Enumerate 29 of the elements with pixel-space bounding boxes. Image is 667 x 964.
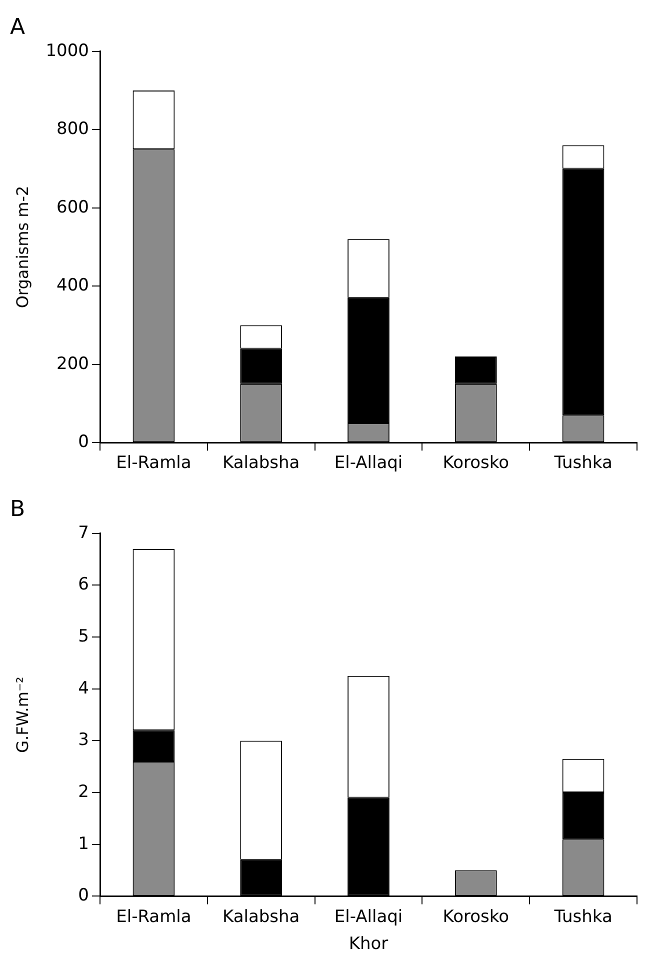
y-tick-label: 3 xyxy=(78,730,89,750)
y-tick-label: 7 xyxy=(78,522,89,543)
y-axis-title: Organisms m-2 xyxy=(12,186,32,308)
x-tick-label: Kalabsha xyxy=(222,906,300,927)
y-axis-title: G.FW.m⁻² xyxy=(12,676,32,753)
x-axis-title: Khor xyxy=(348,934,388,954)
y-tick-label: 1000 xyxy=(46,40,89,61)
y-tick-label: 6 xyxy=(78,574,89,595)
x-tick-label: El-Allaqi xyxy=(334,453,403,474)
x-tick-label: Tushka xyxy=(553,453,612,474)
y-tick-label: 800 xyxy=(56,119,89,140)
x-tick-label: El-Allaqi xyxy=(334,906,403,927)
y-tick-label: 0 xyxy=(78,886,89,906)
x-tick-label: Kalabsha xyxy=(222,453,300,474)
y-tick-label: 0 xyxy=(78,432,89,452)
x-tick-label: Tushka xyxy=(553,906,612,927)
y-tick-label: 400 xyxy=(56,276,89,296)
x-tick-label: El-Ramla xyxy=(116,906,192,927)
x-tick-label: Korosko xyxy=(442,453,510,474)
x-tick-label: Korosko xyxy=(442,906,510,927)
chart-title: B xyxy=(10,496,26,522)
chart-title: A xyxy=(10,14,26,40)
y-tick-label: 200 xyxy=(56,354,89,374)
x-tick-label: El-Ramla xyxy=(116,453,192,474)
y-tick-label: 5 xyxy=(78,626,89,646)
y-tick-label: 1 xyxy=(78,834,89,854)
y-tick-label: 4 xyxy=(78,678,89,698)
y-tick-label: 2 xyxy=(78,782,89,802)
y-tick-label: 600 xyxy=(56,197,89,218)
